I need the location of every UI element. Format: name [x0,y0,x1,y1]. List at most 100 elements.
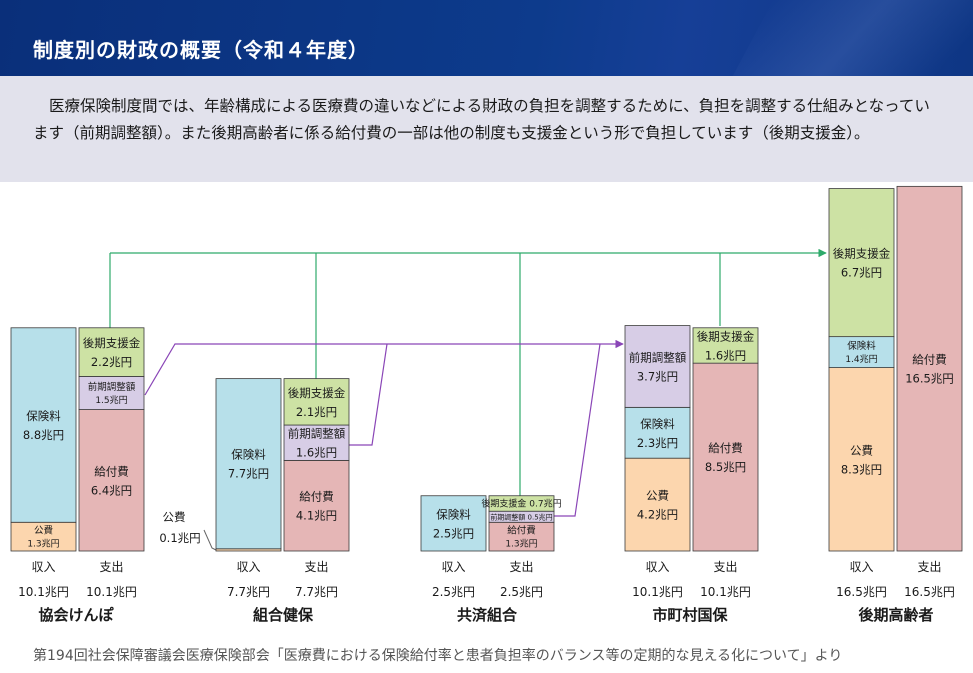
segment-label: 保険料 [26,409,61,423]
expense-bar: 給付費 8.5兆円 後期支援金 1.6兆円 [692,327,759,552]
segment-label: 給付費 [94,464,129,478]
segment-label: 給付費 [507,525,536,537]
segment-amount: 1.5兆円 [95,395,127,406]
intro-panel: 医療保険制度間では、年齢構成による医療費の違いなどによる財政の負担を調整するため… [0,76,973,182]
income-label: 収入 [849,560,873,574]
income-total: 2.5兆円 [432,585,475,599]
segment-amount: 4.1兆円 [296,509,337,523]
system-name: 市町村国保 [652,606,728,624]
income-segment-kohi [10,521,77,552]
expense-bar: 給付費 16.5兆円 [896,185,963,552]
segment-amount: 6.4兆円 [91,483,132,497]
segment-label: 前期調整額 [629,350,687,364]
segment-amount: 8.5兆円 [705,460,746,474]
income-segment-hokenryo [828,336,895,368]
segment-label: 後期支援金 [833,247,891,261]
chosei-flow-lines [144,339,624,517]
segment-label: 前期調整額 [490,513,525,522]
system-name: 後期高齢者 [857,606,933,624]
segment-amount: 1.6兆円 [705,348,746,362]
income-segment-hokenryo [10,327,77,523]
expense-total: 16.5兆円 [904,585,955,599]
segment-amount: 8.8兆円 [23,428,64,442]
expense-segment-chosei [78,376,145,410]
income-total: 7.7兆円 [227,585,270,599]
expense-segment-chosei [283,424,350,461]
expense-segment-kyufuhi [283,459,350,552]
system-name: 協会けんぽ [38,606,114,624]
income-bar: 公費 4.2兆円 保険料 2.3兆円 前期調整額 3.7兆円 [624,325,691,552]
segment-amount: 2.1兆円 [296,405,337,419]
page-title: 制度別の財政の概要（令和４年度） [33,38,369,62]
expense-label: 支出 [304,560,328,574]
expense-label: 支出 [917,560,941,574]
segment-label: 保険料 [436,507,471,521]
expense-segment-shienkin [692,327,759,364]
segment-label: 保険料 [847,340,876,352]
segment-label: 後期支援金 [83,336,141,350]
segment-compact-label: 後期支援金 0.7兆円 [481,497,561,509]
segment-amount: 4.2兆円 [637,508,678,522]
expense-bar: 給付費 6.4兆円 前期調整額 1.5兆円 後期支援金 2.2兆円 [78,327,145,552]
income-segment-hokenryo [215,378,282,550]
shienkin-flow-lines [109,248,827,496]
expense-segment-shienkin [283,378,350,426]
segment-label: 後期支援金 [481,497,526,509]
income-total: 16.5兆円 [836,585,887,599]
segment-label: 公費 [163,510,186,524]
expense-label: 支出 [99,560,123,574]
segment-amount: 1.3兆円 [505,539,537,550]
segment-amount: 16.5兆円 [905,372,954,386]
kumiai-kohi-leader [203,529,217,551]
segment-amount: 1.4兆円 [845,354,877,365]
expense-bar: 給付費 4.1兆円 前期調整額 1.6兆円 後期支援金 2.1兆円 [283,378,350,552]
income-bar: 保険料 2.5兆円 [420,495,487,552]
segment-label: 給付費 [299,490,334,504]
system-name: 共済組合 [457,606,518,624]
income-segment-hokenryo [624,406,691,459]
expense-segment-kyufuhi [488,521,555,552]
income-segment-kohi [828,367,895,552]
income-label: 収入 [31,560,55,574]
income-bar: 公費 1.3兆円 保険料 8.8兆円 [10,327,77,552]
segment-label: 後期支援金 [288,386,346,400]
expense-total: 2.5兆円 [500,585,543,599]
income-bar: 公費 0.1兆円 保険料 7.7兆円 [159,378,282,552]
bars-layer: 公費1.3兆円保険料8.8兆円給付費6.4兆円前期調整額1.5兆円後期支援金2.… [10,185,963,624]
intro-text: 医療保険制度間では、年齢構成による医療費の違いなどによる財政の負担を調整するため… [33,97,930,142]
expense-total: 7.7兆円 [295,585,338,599]
expense-segment-kyufuhi [78,409,145,552]
segment-amount: 2.3兆円 [637,436,678,450]
segment-label: 保険料 [640,417,675,431]
expense-total: 10.1兆円 [700,585,751,599]
income-total: 10.1兆円 [632,585,683,599]
expense-label: 支出 [713,560,737,574]
income-bar: 公費 8.3兆円 保険料 1.4兆円 後期支援金 6.7兆円 [828,188,895,552]
page-header: 制度別の財政の概要（令和４年度） [0,0,973,76]
segment-label: 前期調整額 [288,427,346,441]
segment-amount: 8.3兆円 [841,462,882,476]
segment-label: 保険料 [231,448,266,462]
segment-label: 後期支援金 [697,329,755,343]
income-label: 収入 [441,560,465,574]
segment-label: 給付費 [912,353,947,367]
segment-amount: 3.7兆円 [637,369,678,383]
segment-label: 公費 [646,489,669,503]
segment-label: 公費 [34,525,53,537]
income-segment-shienkin [828,188,895,338]
source-note: 第194回社会保障審議会医療保険部会「医療費における保険給付率と患者負担率のバラ… [33,648,843,664]
segment-amount: 1.3兆円 [27,539,59,550]
expense-total: 10.1兆円 [86,585,137,599]
segment-label: 給付費 [708,441,743,455]
segment-compact-label: 前期調整額 0.5兆円 [490,513,552,522]
expense-segment-shienkin [78,327,145,377]
expense-segment-kyufuhi [896,185,963,552]
expense-label: 支出 [509,560,533,574]
income-segment-chosei [624,325,691,408]
chosei-line-kyosai [553,343,601,517]
segment-amount: 1.6兆円 [296,446,337,460]
chosei-arrow [144,339,624,396]
income-segment-kohi [624,457,691,552]
